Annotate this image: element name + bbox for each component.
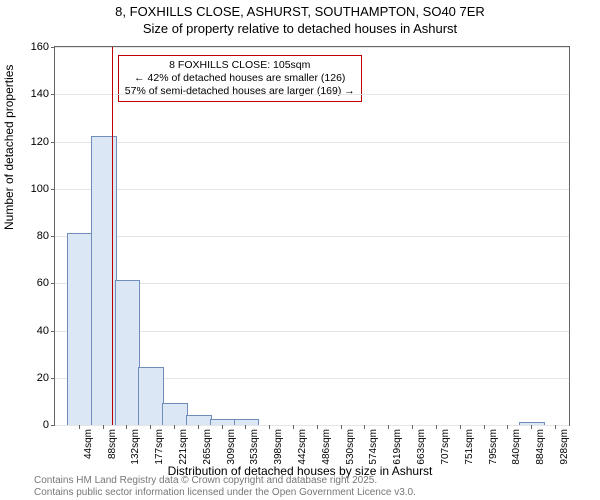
- callout-line-3: 57% of semi-detached houses are larger (…: [125, 85, 355, 98]
- x-tick-mark: [293, 425, 294, 429]
- gridline: [55, 142, 569, 143]
- y-tick-label: 0: [21, 419, 55, 431]
- x-tick-label: 221sqm: [178, 425, 189, 465]
- x-tick-mark: [507, 425, 508, 429]
- footer-line-1: Contains HM Land Registry data © Crown c…: [34, 475, 416, 487]
- histogram-bar: [186, 415, 212, 425]
- x-tick-label: 353sqm: [249, 425, 260, 465]
- marker-callout: 8 FOXHILLS CLOSE: 105sqm ← 42% of detach…: [118, 55, 362, 102]
- x-tick-mark: [531, 425, 532, 429]
- x-tick-label: 177sqm: [154, 425, 165, 465]
- title-line-1: 8, FOXHILLS CLOSE, ASHURST, SOUTHAMPTON,…: [0, 4, 600, 21]
- x-tick-label: 88sqm: [107, 425, 118, 459]
- y-tick-label: 40: [21, 325, 55, 337]
- gridline: [55, 47, 569, 48]
- x-tick-mark: [79, 425, 80, 429]
- x-tick-mark: [388, 425, 389, 429]
- x-tick-mark: [126, 425, 127, 429]
- x-tick-label: 707sqm: [440, 425, 451, 465]
- y-tick-label: 60: [21, 277, 55, 289]
- callout-line-2: ← 42% of detached houses are smaller (12…: [125, 72, 355, 85]
- title-line-2: Size of property relative to detached ho…: [0, 21, 600, 38]
- x-tick-label: 398sqm: [273, 425, 284, 465]
- gridline: [55, 94, 569, 95]
- plot-area: 8 FOXHILLS CLOSE: 105sqm ← 42% of detach…: [54, 46, 570, 426]
- y-tick-label: 140: [21, 88, 55, 100]
- x-tick-label: 265sqm: [202, 425, 213, 465]
- x-tick-mark: [198, 425, 199, 429]
- x-tick-mark: [436, 425, 437, 429]
- y-axis-label: Number of detached properties: [2, 65, 16, 230]
- x-tick-mark: [484, 425, 485, 429]
- x-tick-label: 309sqm: [226, 425, 237, 465]
- x-tick-label: 44sqm: [83, 425, 94, 459]
- x-tick-mark: [317, 425, 318, 429]
- x-tick-mark: [150, 425, 151, 429]
- x-tick-label: 928sqm: [559, 425, 570, 465]
- x-tick-mark: [174, 425, 175, 429]
- gridline: [55, 236, 569, 237]
- chart-title: 8, FOXHILLS CLOSE, ASHURST, SOUTHAMPTON,…: [0, 0, 600, 38]
- x-tick-label: 663sqm: [416, 425, 427, 465]
- chart-container: 8, FOXHILLS CLOSE, ASHURST, SOUTHAMPTON,…: [0, 0, 600, 500]
- x-tick-mark: [103, 425, 104, 429]
- x-tick-mark: [222, 425, 223, 429]
- y-tick-label: 100: [21, 183, 55, 195]
- x-tick-label: 486sqm: [321, 425, 332, 465]
- callout-line-1: 8 FOXHILLS CLOSE: 105sqm: [125, 59, 355, 72]
- x-tick-label: 442sqm: [297, 425, 308, 465]
- x-tick-mark: [341, 425, 342, 429]
- y-tick-label: 80: [21, 230, 55, 242]
- x-tick-label: 530sqm: [345, 425, 356, 465]
- histogram-bar: [115, 280, 141, 425]
- x-tick-label: 132sqm: [130, 425, 141, 465]
- x-tick-label: 751sqm: [464, 425, 475, 465]
- histogram-bar: [162, 403, 188, 425]
- histogram-bar: [138, 367, 164, 425]
- y-tick-label: 160: [21, 41, 55, 53]
- x-tick-mark: [555, 425, 556, 429]
- x-tick-label: 574sqm: [368, 425, 379, 465]
- x-tick-mark: [412, 425, 413, 429]
- gridline: [55, 189, 569, 190]
- x-tick-label: 840sqm: [511, 425, 522, 465]
- x-tick-mark: [460, 425, 461, 429]
- marker-line: [112, 47, 113, 425]
- x-tick-mark: [364, 425, 365, 429]
- x-tick-label: 795sqm: [488, 425, 499, 465]
- x-tick-mark: [269, 425, 270, 429]
- x-tick-label: 619sqm: [392, 425, 403, 465]
- y-tick-label: 20: [21, 372, 55, 384]
- y-tick-label: 120: [21, 136, 55, 148]
- histogram-bar: [67, 233, 93, 425]
- x-tick-mark: [245, 425, 246, 429]
- footer-line-2: Contains public sector information licen…: [34, 487, 416, 499]
- x-tick-label: 884sqm: [535, 425, 546, 465]
- footer-attribution: Contains HM Land Registry data © Crown c…: [34, 475, 416, 498]
